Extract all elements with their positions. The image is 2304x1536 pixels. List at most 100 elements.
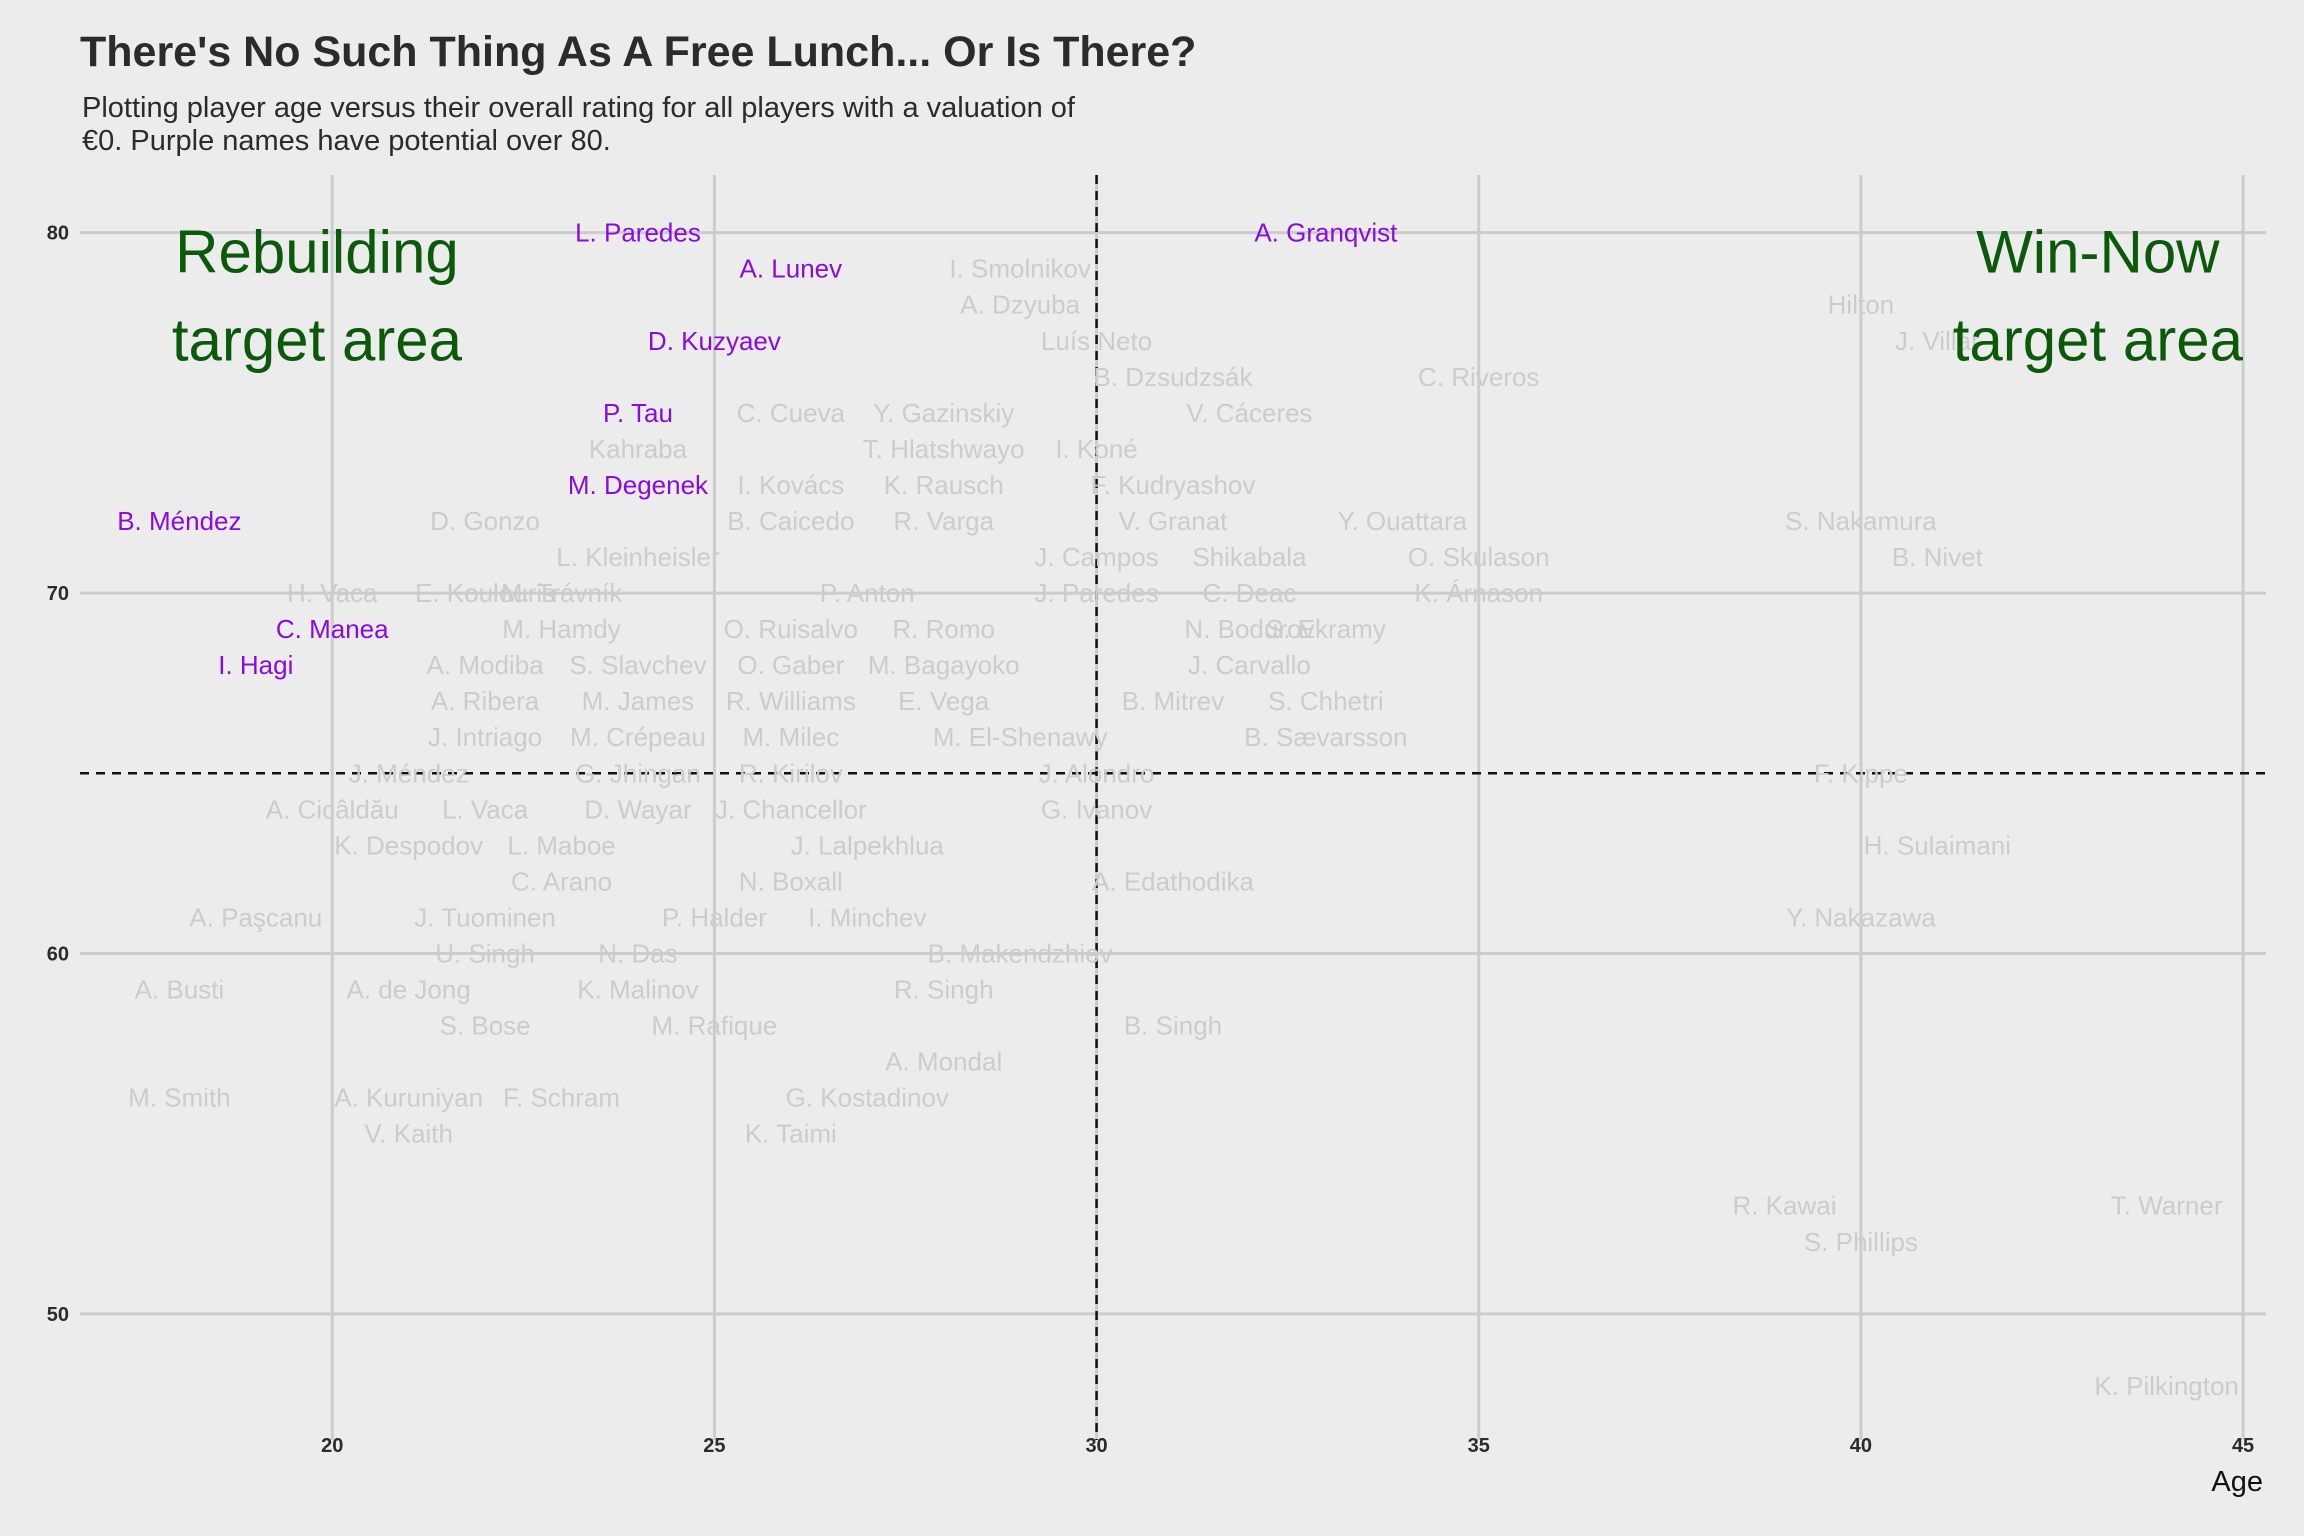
player-label: J. Lalpekhlua	[791, 830, 945, 860]
player-label: G. Ivanov	[1041, 794, 1152, 824]
player-label: Shikabala	[1192, 542, 1307, 572]
x-tick-label: 20	[321, 1435, 343, 1457]
player-label: I. Koné	[1055, 434, 1137, 464]
win-now-annotation: Win-Now	[1976, 218, 2220, 285]
player-label: E. Vega	[898, 686, 990, 716]
chart-title: There's No Such Thing As A Free Lunch...…	[80, 28, 1197, 76]
player-label: K. Rausch	[884, 470, 1004, 500]
player-label-high-potential: M. Degenek	[568, 470, 709, 500]
player-label: M. Trávník	[501, 578, 623, 608]
player-label: P. Anton	[820, 578, 915, 608]
player-label: A. Busti	[135, 975, 225, 1005]
player-label: H. Sulaimani	[1864, 830, 2011, 860]
player-label-high-potential: B. Méndez	[117, 506, 241, 536]
player-label: V. Cáceres	[1186, 398, 1312, 428]
player-label: S. Chhetri	[1268, 686, 1384, 716]
player-label: C. Deac	[1202, 578, 1296, 608]
player-label: F. Schram	[503, 1083, 620, 1113]
player-label: S. Ekramy	[1266, 614, 1386, 644]
player-label: S. Slavchev	[569, 650, 706, 680]
player-label-high-potential: A. Granqvist	[1254, 218, 1398, 248]
player-label: A. Modiba	[427, 650, 545, 680]
player-label: R. Kawai	[1732, 1191, 1836, 1221]
player-label: G. Jhingan	[575, 758, 701, 788]
player-label: J. Campos	[1034, 542, 1158, 572]
player-label: C. Cueva	[737, 398, 846, 428]
player-label: O. Ruisalvo	[724, 614, 858, 644]
player-label: B. Singh	[1124, 1011, 1222, 1041]
player-label: E. Koulouris	[415, 578, 555, 608]
chart-subtitle: Plotting player age versus their overall…	[82, 92, 1075, 157]
reference-lines	[80, 175, 2266, 1440]
player-label: B. Makendzhiev	[928, 938, 1113, 968]
player-label: Kahraba	[589, 434, 688, 464]
x-tick-label: 30	[1085, 1435, 1107, 1457]
axis-ticks: 20 25 30 35 40 45 50 60 70 80	[47, 223, 2254, 1457]
player-label: M. El-Shenawy	[933, 722, 1108, 752]
player-label: A. Paşcanu	[189, 902, 322, 932]
player-label: K. Árnason	[1414, 578, 1543, 608]
player-label: M. James	[582, 686, 695, 716]
player-label: P. Halder	[662, 902, 767, 932]
player-label: A. Kuruniyan	[334, 1083, 483, 1113]
player-label: M. Milec	[742, 722, 839, 752]
player-label: J. Tuominen	[414, 902, 556, 932]
player-label: S. Phillips	[1804, 1227, 1918, 1257]
player-label-high-potential: C. Manea	[276, 614, 389, 644]
player-labels: I. Smolnikov A. Dzyuba Hilton Luís Neto J. V…	[117, 218, 2239, 1401]
player-label: C. Arano	[511, 866, 612, 896]
player-label: R. Singh	[894, 975, 994, 1005]
y-tick-label: 50	[47, 1304, 69, 1326]
player-label: K. Despodov	[334, 830, 483, 860]
player-label: O. Gaber	[737, 650, 844, 680]
player-label: Y. Gazinskiy	[873, 398, 1014, 428]
player-label: Luís Neto	[1041, 326, 1152, 356]
player-label: N. Boxall	[739, 866, 843, 896]
player-label: J. Chancellor	[715, 794, 867, 824]
player-label: F. Kudryashov	[1091, 470, 1256, 500]
player-label: S. Nakamura	[1785, 506, 1937, 536]
player-label: B. Caicedo	[727, 506, 854, 536]
player-label: J. Carvallo	[1188, 650, 1311, 680]
player-label: J. Intriago	[428, 722, 542, 752]
player-label: L. Kleinheisler	[556, 542, 720, 572]
player-label: B. Mitrev	[1122, 686, 1225, 716]
player-label: M. Crépeau	[570, 722, 706, 752]
rebuilding-annotation: target area	[172, 306, 463, 373]
player-label: K. Taimi	[745, 1119, 837, 1149]
x-tick-label: 40	[1850, 1435, 1872, 1457]
player-label-high-potential: I. Hagi	[218, 650, 293, 680]
player-label: U. Singh	[435, 938, 535, 968]
player-label: T. Warner	[2111, 1191, 2223, 1221]
player-label: I. Minchev	[808, 902, 927, 932]
player-label: N. Das	[598, 938, 677, 968]
player-label: J. Villar	[1895, 326, 1980, 356]
player-label: Hilton	[1828, 290, 1894, 320]
player-label: M. Bagayoko	[868, 650, 1020, 680]
player-label: F. Kippe	[1814, 758, 1908, 788]
player-label: Y. Ouattara	[1337, 506, 1467, 536]
player-label: A. Cicâldău	[266, 794, 399, 824]
x-tick-label: 45	[2232, 1435, 2254, 1457]
player-label: H. Vaca	[287, 578, 378, 608]
player-label: C. Riveros	[1418, 362, 1539, 392]
player-label: J. Alondro	[1039, 758, 1155, 788]
player-label-high-potential: L. Paredes	[575, 218, 701, 248]
player-label: J. Paredes	[1034, 578, 1158, 608]
y-tick-label: 60	[47, 943, 69, 965]
player-label: A. Dzyuba	[960, 290, 1080, 320]
player-label: I. Kovács	[737, 470, 844, 500]
player-label: B. Dzsudzsák	[1094, 362, 1254, 392]
y-tick-label: 80	[47, 223, 69, 245]
player-label: A. Ribera	[431, 686, 540, 716]
player-label: K. Malinov	[577, 975, 698, 1005]
y-tick-label: 70	[47, 583, 69, 605]
player-label-high-potential: D. Kuzyaev	[648, 326, 781, 356]
player-label: A. Mondal	[885, 1047, 1002, 1077]
player-label: D. Wayar	[584, 794, 692, 824]
player-label: T. Hlatshwayo	[863, 434, 1025, 464]
win-now-annotation: target area	[1953, 306, 2244, 373]
player-label: V. Granat	[1119, 506, 1229, 536]
player-label: B. Sævarsson	[1244, 722, 1407, 752]
